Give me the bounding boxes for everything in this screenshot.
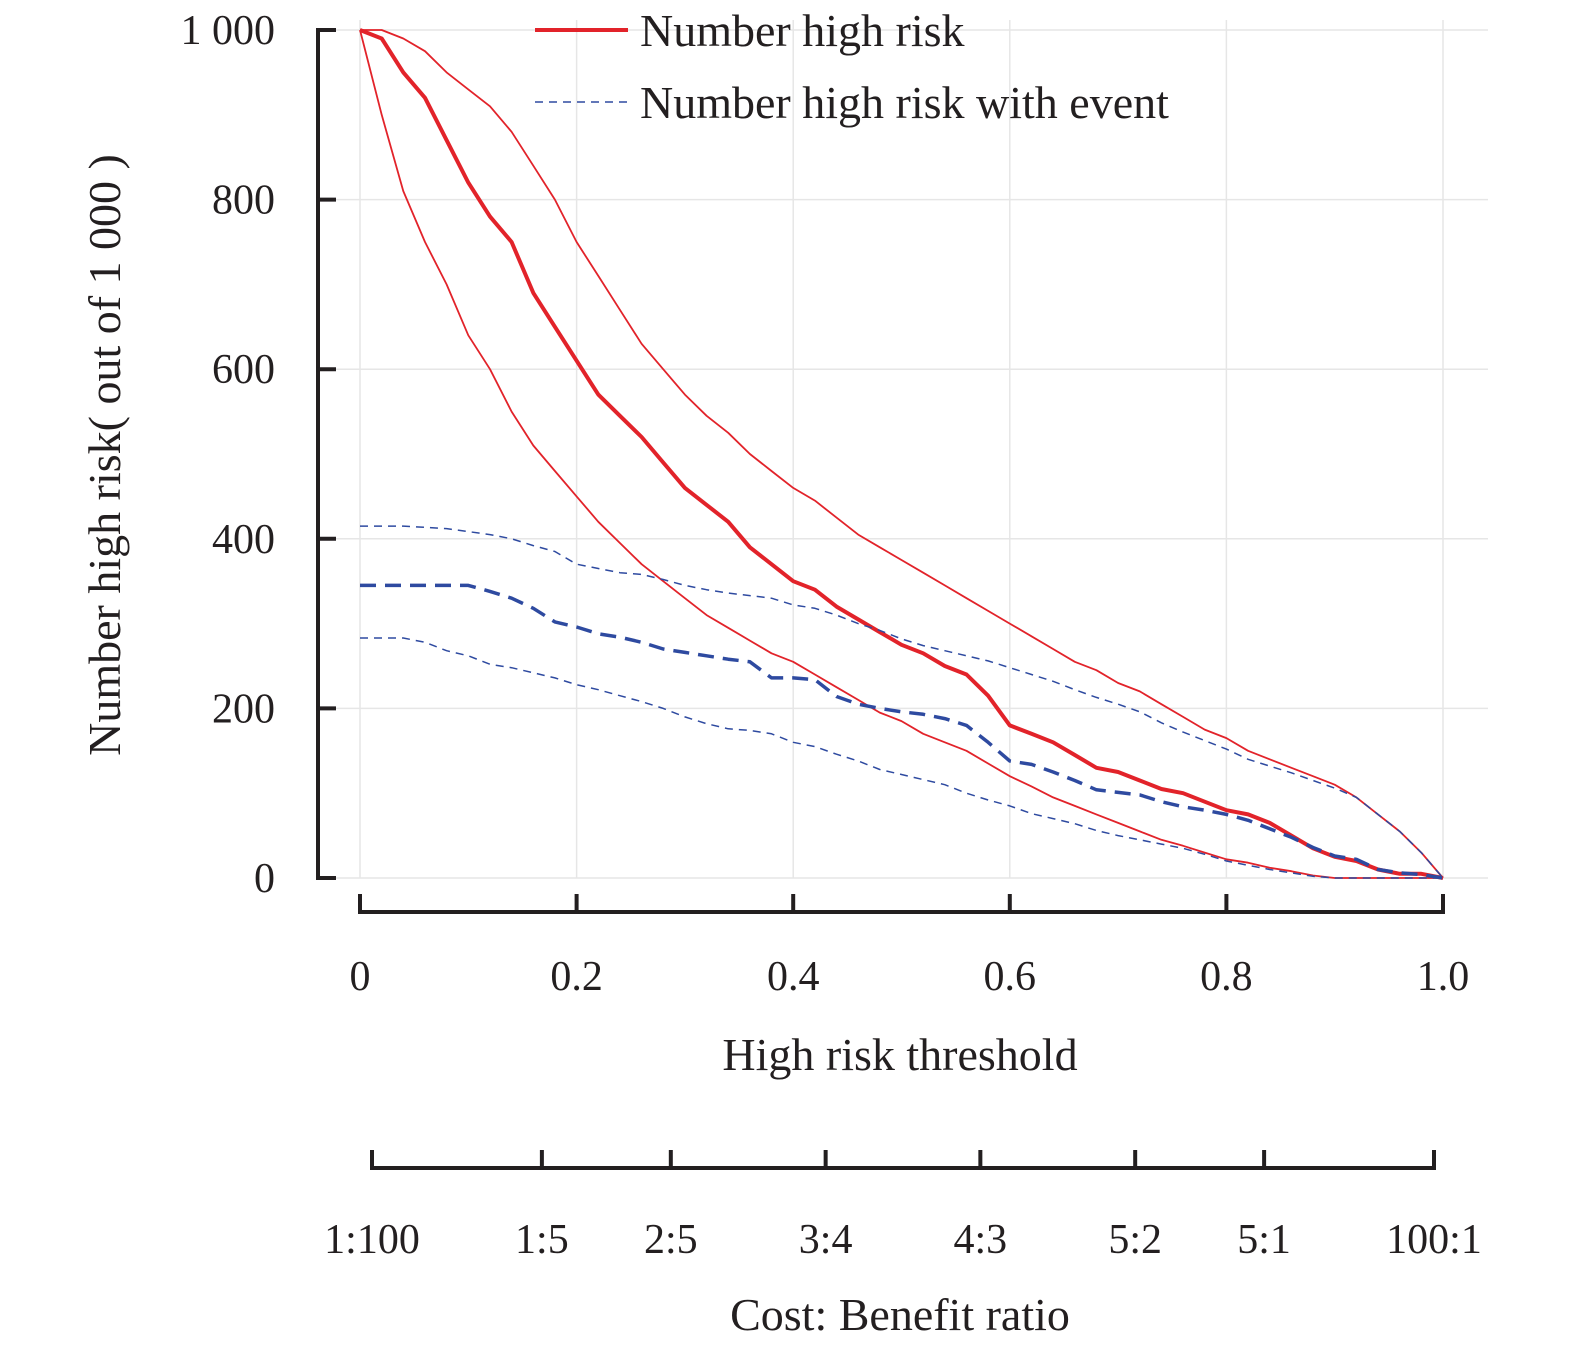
secondary-tick-label: 2:5 [644,1217,698,1263]
event-ci-line [360,525,1444,879]
event-estimate-line [360,583,1444,880]
event-ci-line [360,637,1443,879]
secondary-tick-label: 1:5 [515,1217,569,1263]
y-tick-label: 800 [212,178,275,224]
grid-layer [318,20,1488,879]
secondary-tick-label: 1:100 [324,1217,420,1263]
secondary-axis-title: Cost: Benefit ratio [730,1289,1070,1340]
secondary-tick-label: 5:2 [1108,1217,1162,1263]
y-tick-label: 200 [212,686,275,732]
x-tick-label: 0.2 [550,954,603,1000]
legend-layer: Number high risk Number high risk with ev… [535,5,1169,128]
y-axis-title-main: Number high risk [79,431,130,756]
x-axis-title: High risk threshold [722,1029,1077,1080]
secondary-tick-label: 5:1 [1237,1217,1291,1263]
y-axis-title-suffix: ( out of 1 000 ) [79,154,130,431]
secondary-tick-label: 4:3 [954,1217,1008,1263]
x-tick-label: 0.8 [1200,954,1253,1000]
legend-label: Number high risk [640,5,965,56]
x-tick-label: 0.4 [767,954,820,1000]
y-tick-label: 1 000 [181,8,276,54]
x-tick-label: 0 [350,954,371,1000]
y-tick-label: 600 [212,347,275,393]
y-tick-label: 400 [212,517,275,563]
y-tick-label: 0 [254,856,275,902]
x-tick-label: 1.0 [1417,954,1470,1000]
legend-label: Number high risk with event [640,77,1169,128]
x-tick-label: 0.6 [984,954,1037,1000]
high-risk-ci-line [360,29,1444,879]
axis-layer: 0 200 400 600 800 1 000 0 0.2 0.4 0.6 0.8 1.0 1:100 1… [181,8,1482,1263]
y-axis-title: Number high risk( out of 1 000 ) [79,154,130,756]
high-risk-ci-line [359,29,1443,879]
series-layer [359,28,1444,880]
secondary-tick-label: 3:4 [799,1217,853,1263]
high-risk-estimate-line [359,28,1444,880]
secondary-tick-label: 100:1 [1386,1217,1482,1263]
